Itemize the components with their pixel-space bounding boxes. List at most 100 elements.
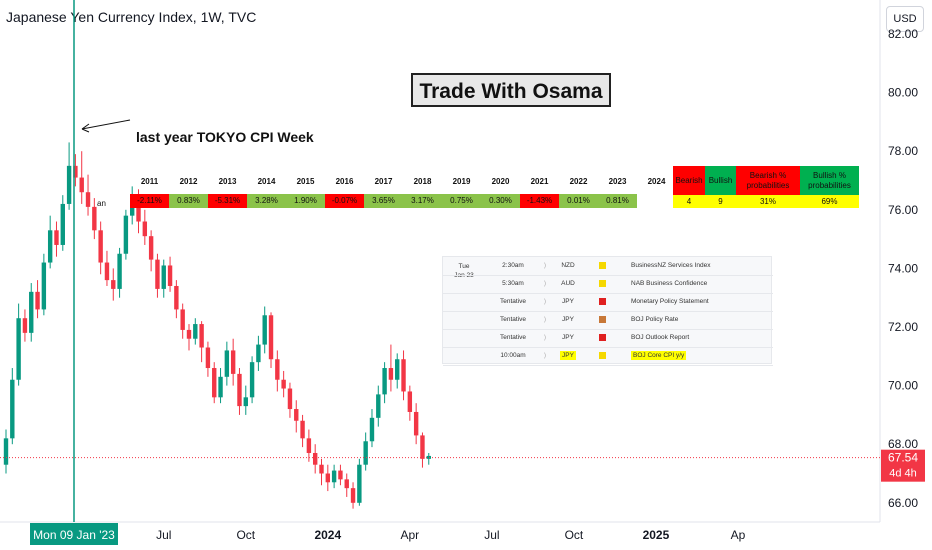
calendar-row: Tentative) JPY BOJ Policy Rate bbox=[443, 311, 773, 330]
time-tick-label: Oct bbox=[565, 528, 584, 542]
candle-body bbox=[331, 470, 337, 483]
event-time: Tentative bbox=[499, 334, 527, 341]
candle-body bbox=[148, 236, 154, 260]
cpi-arrow-head bbox=[81, 123, 90, 133]
candle-body bbox=[306, 438, 312, 453]
importance-icon bbox=[599, 298, 606, 305]
candle-body bbox=[167, 265, 173, 286]
candle-body bbox=[10, 379, 15, 439]
candle-body bbox=[111, 280, 116, 289]
event-time: 2:30am bbox=[502, 262, 524, 269]
event-name: BOJ Policy Rate bbox=[631, 316, 679, 323]
candle-body bbox=[73, 165, 78, 178]
candle-body bbox=[155, 259, 160, 289]
year-return-cell: -5.31% bbox=[208, 194, 247, 208]
candle-body bbox=[3, 438, 9, 465]
probability-header: Bullish % probabilities bbox=[800, 166, 859, 195]
calendar-row: Tentative) JPY Monetary Policy Statement bbox=[443, 293, 773, 312]
candle-body bbox=[117, 253, 122, 289]
speaker-icon: ) bbox=[543, 352, 547, 359]
crosshair-date-badge bbox=[30, 523, 118, 545]
candles-layer bbox=[3, 142, 431, 509]
candle-body bbox=[407, 391, 413, 412]
time-tick-label: 2024 bbox=[314, 528, 341, 542]
time-tick-label: Oct bbox=[236, 528, 255, 542]
candle-body bbox=[338, 470, 343, 480]
year-header: 2011 bbox=[140, 177, 159, 186]
candle-body bbox=[426, 455, 431, 459]
candle-body bbox=[287, 388, 293, 410]
candle-body bbox=[249, 362, 255, 398]
year-header: 2024 bbox=[647, 177, 666, 186]
candle-body bbox=[363, 441, 368, 465]
candle-body bbox=[237, 373, 242, 407]
year-header: 2020 bbox=[491, 177, 510, 186]
time-tick-label: Jul bbox=[484, 528, 499, 542]
year-return-cell: -2.11% bbox=[130, 194, 169, 208]
probability-header: Bearish bbox=[673, 166, 705, 195]
candle-body bbox=[136, 198, 141, 222]
currency-button[interactable]: USD bbox=[886, 6, 924, 32]
event-currency: JPY bbox=[560, 351, 576, 360]
candle-body bbox=[85, 192, 91, 207]
speaker-icon: ) bbox=[543, 334, 547, 341]
probability-value: 31% bbox=[736, 195, 800, 208]
price-tick-label: 68.00 bbox=[888, 437, 918, 451]
candle-body bbox=[357, 464, 362, 503]
candle-body bbox=[369, 417, 375, 442]
candle-body bbox=[319, 464, 324, 474]
candle-body bbox=[388, 368, 394, 380]
importance-icon bbox=[599, 280, 606, 287]
candle-body bbox=[218, 376, 223, 398]
time-tick-label: Ap bbox=[731, 528, 746, 542]
event-time: Tentative bbox=[499, 316, 527, 323]
crosshair-date-label: Mon 09 Jan '23 bbox=[33, 528, 115, 542]
price-axis: 82.00 80.00 78.00 76.00 74.00 72.00 70.00 68.00… bbox=[888, 27, 918, 510]
price-tick-label: 72.00 bbox=[888, 320, 918, 334]
candle-body bbox=[60, 203, 65, 245]
year-header: 2018 bbox=[413, 177, 432, 186]
candle-body bbox=[193, 324, 198, 339]
price-tick-label: 80.00 bbox=[888, 86, 918, 100]
price-tick-label: 66.00 bbox=[888, 496, 918, 510]
candle-body bbox=[98, 230, 103, 263]
candle-body bbox=[123, 215, 129, 254]
event-currency: NZD bbox=[561, 262, 575, 269]
price-tick-label: 74.00 bbox=[888, 261, 918, 275]
candle-body bbox=[186, 329, 192, 339]
candle-body bbox=[376, 394, 381, 418]
candle-body bbox=[325, 473, 331, 483]
cpi-note: last year TOKYO CPI Week bbox=[136, 129, 314, 145]
candle-body bbox=[79, 177, 84, 193]
time-tick-label: Apr bbox=[400, 528, 419, 542]
candle-body bbox=[420, 435, 425, 459]
event-currency: JPY bbox=[562, 334, 574, 341]
event-name: Monetary Policy Statement bbox=[631, 298, 709, 305]
chart-title: Japanese Yen Currency Index, 1W, TVC bbox=[6, 9, 257, 25]
candle-body bbox=[350, 488, 356, 503]
probability-value: 69% bbox=[800, 195, 859, 208]
importance-icon bbox=[599, 316, 606, 323]
candle-body bbox=[281, 379, 286, 389]
year-header: 2013 bbox=[218, 177, 237, 186]
speaker-icon: ) bbox=[543, 316, 547, 323]
candle-body bbox=[212, 368, 217, 398]
price-tick-label: 70.00 bbox=[888, 379, 918, 393]
promo-box: Trade With Osama bbox=[411, 73, 611, 107]
event-name: BOJ Outlook Report bbox=[631, 334, 690, 341]
calendar-weekday: Tue bbox=[458, 263, 470, 270]
candle-body bbox=[268, 315, 274, 360]
calendar-row: 2:30am) NZD BusinessNZ Services Index bbox=[443, 257, 773, 276]
candle-body bbox=[142, 221, 148, 237]
calendar-row: Tentative) JPY BOJ Outlook Report bbox=[443, 329, 773, 348]
price-tick-label: 76.00 bbox=[888, 203, 918, 217]
candle-body bbox=[413, 411, 419, 436]
small-label: an bbox=[97, 199, 106, 208]
year-return-cell: -0.07% bbox=[325, 194, 364, 208]
year-header: 2016 bbox=[335, 177, 354, 186]
candle-body bbox=[224, 350, 230, 377]
candle-body bbox=[230, 350, 236, 374]
candle-body bbox=[47, 230, 53, 263]
